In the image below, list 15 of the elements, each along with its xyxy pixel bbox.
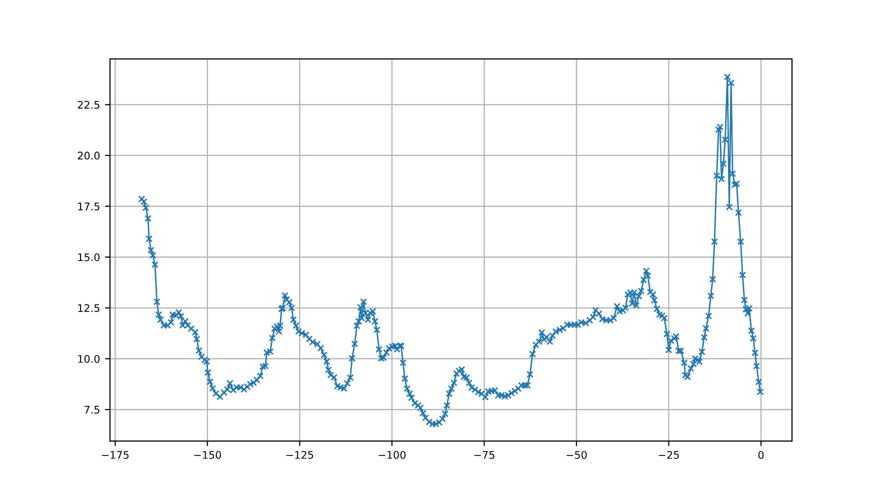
y-tick-label: 15.0: [78, 253, 100, 262]
x-tick-label: −150: [194, 450, 222, 459]
y-tick-label: 12.5: [78, 304, 100, 312]
x-tick-label: −100: [378, 450, 406, 459]
y-tick-label: 10.0: [78, 354, 100, 363]
y-tick-label: 17.5: [78, 202, 100, 210]
x-tick-label: −50: [566, 450, 587, 459]
x-tick-label: −175: [102, 451, 129, 459]
x-tick-label: 0: [758, 450, 764, 459]
x-tick-label: −75: [474, 451, 494, 459]
y-tick-label: 20.0: [78, 152, 100, 160]
x-tick-label: −125: [286, 450, 314, 459]
x-tick-label: −25: [658, 450, 679, 459]
y-tick-label: 22.5: [78, 100, 100, 109]
y-tick-label: 7.5: [84, 406, 100, 414]
